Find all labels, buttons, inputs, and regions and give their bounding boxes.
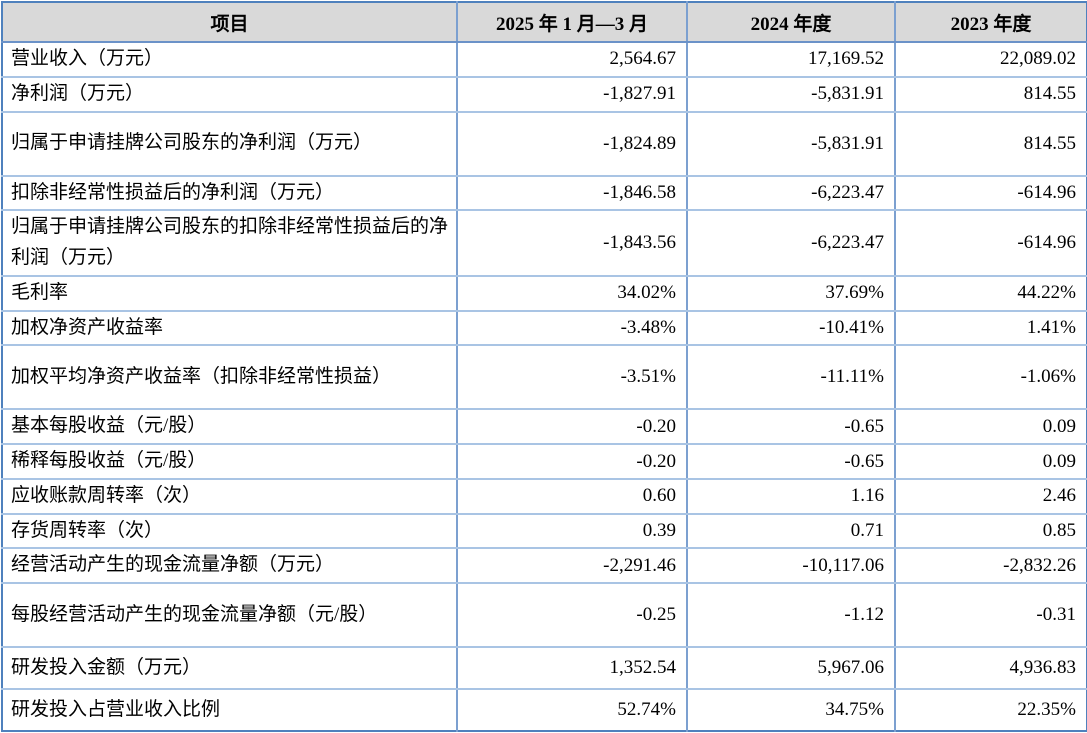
- row-value-2023: -2,832.26: [895, 548, 1087, 585]
- column-header-2025q1: 2025 年 1 月—3 月: [457, 2, 688, 43]
- table-row-basic-eps: 基本每股收益（元/股） -0.20 -0.65 0.09: [2, 409, 1087, 446]
- row-value-2023: -0.31: [895, 583, 1087, 649]
- table-row-receivables-turnover: 应收账款周转率（次） 0.60 1.16 2.46: [2, 478, 1087, 515]
- row-value-2024: 37.69%: [687, 275, 896, 312]
- row-value-2024: -10,117.06: [687, 548, 896, 585]
- row-value-2024: 5,967.06: [687, 647, 896, 691]
- row-value-2025: -2,291.46: [457, 548, 688, 585]
- row-value-2024: 34.75%: [687, 689, 896, 732]
- row-item-label: 加权平均净资产收益率（扣除非经常性损益）: [2, 345, 458, 411]
- table-row-net-profit-attributable: 归属于申请挂牌公司股东的净利润（万元） -1,824.89 -5,831.91 …: [2, 111, 1087, 177]
- row-value-2024: -1.12: [687, 583, 896, 649]
- row-value-2023: 814.55: [895, 76, 1087, 113]
- row-value-2025: 0.39: [457, 513, 688, 550]
- table-row-rd-investment: 研发投入金额（万元） 1,352.54 5,967.06 4,936.83: [2, 647, 1087, 691]
- table-row-net-profit: 净利润（万元） -1,827.91 -5,831.91 814.55: [2, 76, 1087, 113]
- row-value-2023: 1.41%: [895, 310, 1087, 347]
- row-value-2024: -5,831.91: [687, 76, 896, 113]
- row-value-2025: -1,827.91: [457, 76, 688, 113]
- row-value-2025: -0.20: [457, 409, 688, 446]
- row-value-2024: -6,223.47: [687, 175, 896, 212]
- row-item-label: 基本每股收益（元/股）: [2, 409, 458, 446]
- row-value-2025: 52.74%: [457, 689, 688, 732]
- row-value-2024: -11.11%: [687, 345, 896, 411]
- table-row-revenue: 营业收入（万元） 2,564.67 17,169.52 22,089.02: [2, 42, 1087, 78]
- row-value-2025: -0.25: [457, 583, 688, 649]
- column-header-2023: 2023 年度: [895, 2, 1087, 43]
- row-item-label: 存货周转率（次）: [2, 513, 458, 550]
- row-value-2025: 0.60: [457, 478, 688, 515]
- row-value-2024: -5,831.91: [687, 111, 896, 177]
- table-row-cash-flow-per-share: 每股经营活动产生的现金流量净额（元/股） -0.25 -1.12 -0.31: [2, 583, 1087, 649]
- row-value-2023: -614.96: [895, 210, 1087, 277]
- row-item-label: 经营活动产生的现金流量净额（万元）: [2, 548, 458, 585]
- row-value-2023: 0.09: [895, 444, 1087, 480]
- row-item-label: 归属于申请挂牌公司股东的扣除非经常性损益后的净利润（万元）: [2, 210, 458, 277]
- column-header-2024: 2024 年度: [687, 2, 896, 43]
- row-value-2025: -0.20: [457, 444, 688, 480]
- row-item-label: 毛利率: [2, 275, 458, 312]
- row-item-label: 稀释每股收益（元/股）: [2, 444, 458, 480]
- row-value-2025: -1,843.56: [457, 210, 688, 277]
- row-item-label: 扣除非经常性损益后的净利润（万元）: [2, 175, 458, 212]
- row-value-2025: 34.02%: [457, 275, 688, 312]
- row-value-2024: -0.65: [687, 444, 896, 480]
- row-item-label: 净利润（万元）: [2, 76, 458, 113]
- table-row-inventory-turnover: 存货周转率（次） 0.39 0.71 0.85: [2, 513, 1087, 550]
- row-value-2023: 0.09: [895, 409, 1087, 446]
- row-value-2025: 2,564.67: [457, 42, 688, 78]
- row-value-2025: 1,352.54: [457, 647, 688, 691]
- row-item-label: 营业收入（万元）: [2, 42, 458, 78]
- row-value-2025: -3.48%: [457, 310, 688, 347]
- row-value-2024: -6,223.47: [687, 210, 896, 277]
- table-row-gross-margin: 毛利率 34.02% 37.69% 44.22%: [2, 275, 1087, 312]
- table-row-operating-cash-flow: 经营活动产生的现金流量净额（万元） -2,291.46 -10,117.06 -…: [2, 548, 1087, 585]
- table-row-net-profit-excl-nonrecurring: 扣除非经常性损益后的净利润（万元） -1,846.58 -6,223.47 -6…: [2, 175, 1087, 212]
- row-item-label: 加权净资产收益率: [2, 310, 458, 347]
- row-value-2024: -0.65: [687, 409, 896, 446]
- row-value-2023: 4,936.83: [895, 647, 1087, 691]
- row-item-label: 研发投入金额（万元）: [2, 647, 458, 691]
- row-value-2024: 17,169.52: [687, 42, 896, 78]
- row-value-2024: 1.16: [687, 478, 896, 515]
- table-row-weighted-roe: 加权净资产收益率 -3.48% -10.41% 1.41%: [2, 310, 1087, 347]
- row-item-label: 应收账款周转率（次）: [2, 478, 458, 515]
- table-row-diluted-eps: 稀释每股收益（元/股） -0.20 -0.65 0.09: [2, 444, 1087, 480]
- column-header-item: 项目: [2, 2, 458, 43]
- row-value-2023: -614.96: [895, 175, 1087, 212]
- row-value-2025: -1,846.58: [457, 175, 688, 212]
- table-row-attributable-excl-nonrecurring: 归属于申请挂牌公司股东的扣除非经常性损益后的净利润（万元） -1,843.56 …: [2, 210, 1087, 277]
- row-item-label: 每股经营活动产生的现金流量净额（元/股）: [2, 583, 458, 649]
- row-value-2025: -3.51%: [457, 345, 688, 411]
- row-value-2023: 2.46: [895, 478, 1087, 515]
- row-value-2023: 814.55: [895, 111, 1087, 177]
- row-value-2023: 22.35%: [1017, 699, 1076, 721]
- header-row: 项目 2025 年 1 月—3 月 2024 年度 2023 年度: [2, 2, 1087, 43]
- row-value-2023: 44.22%: [895, 275, 1087, 312]
- row-value-2023: 22,089.02: [895, 42, 1087, 78]
- row-value-2023: 0.85: [895, 513, 1087, 550]
- table-row-rd-revenue-ratio: 研发投入占营业收入比例 52.74% 34.75% 22.35%: [2, 689, 1087, 732]
- row-item-label: 研发投入占营业收入比例: [2, 689, 458, 732]
- row-value-2023: -1.06%: [895, 345, 1087, 411]
- row-item-label: 归属于申请挂牌公司股东的净利润（万元）: [2, 111, 458, 177]
- table-row-weighted-avg-roe-excl: 加权平均净资产收益率（扣除非经常性损益） -3.51% -11.11% -1.0…: [2, 345, 1087, 411]
- row-value-2024: -10.41%: [687, 310, 896, 347]
- row-value-2024: 0.71: [687, 513, 896, 550]
- row-value-2025: -1,824.89: [457, 111, 688, 177]
